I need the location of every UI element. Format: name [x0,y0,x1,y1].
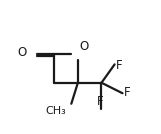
Text: F: F [116,59,123,72]
Text: O: O [17,46,27,59]
Text: O: O [79,40,88,53]
Text: F: F [97,95,104,108]
Text: F: F [124,86,130,99]
Text: CH₃: CH₃ [45,106,66,116]
